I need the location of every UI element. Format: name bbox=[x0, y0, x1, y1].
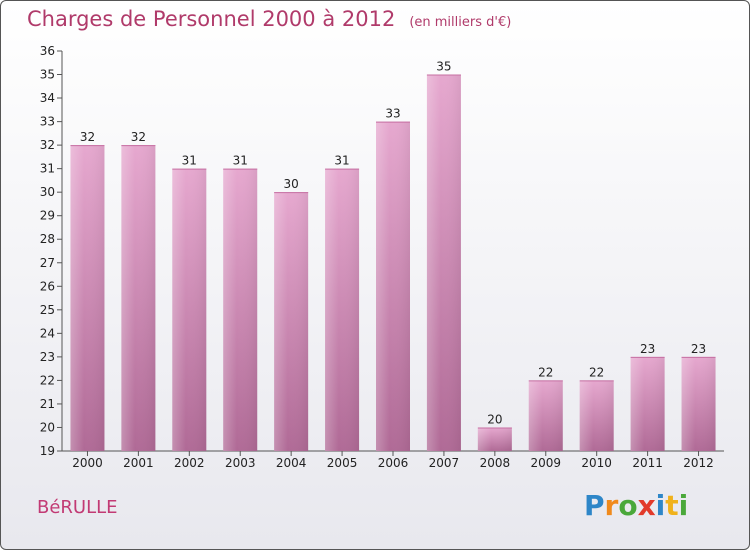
y-tick-label: 20 bbox=[40, 420, 55, 434]
chart-title: Charges de Personnel 2000 à 2012 (en mill… bbox=[27, 7, 511, 31]
bar-shine bbox=[274, 192, 309, 452]
bar-shine bbox=[70, 145, 105, 451]
axes: 19 20 21 22 23 24 25 26 27 28 29 30 31 32 33 34 35 36 2000… bbox=[40, 44, 724, 470]
y-tick-label: 31 bbox=[40, 162, 55, 176]
bar-shine bbox=[630, 356, 665, 451]
x-tick-label: 2004 bbox=[276, 456, 307, 470]
x-tick-label: 2001 bbox=[123, 456, 154, 470]
bar-shine bbox=[579, 380, 614, 451]
bar-shine bbox=[172, 168, 207, 451]
y-tick-label: 32 bbox=[40, 138, 55, 152]
logo-letter: r bbox=[604, 489, 619, 522]
logo-letter: o bbox=[618, 489, 638, 522]
chart-title-text: Charges de Personnel 2000 à 2012 bbox=[27, 7, 396, 31]
y-tick-label: 21 bbox=[40, 397, 55, 411]
logo-letter: i bbox=[655, 489, 666, 522]
data-label: 32 bbox=[80, 130, 95, 144]
logo-letter: P bbox=[584, 489, 605, 522]
proxiti-logo: Proxiti bbox=[584, 489, 688, 522]
logo-letter: x bbox=[637, 489, 656, 522]
bar-shine bbox=[477, 427, 512, 451]
data-label: 22 bbox=[538, 365, 553, 379]
data-label: 22 bbox=[589, 365, 604, 379]
x-tick-label: 2005 bbox=[327, 456, 358, 470]
y-tick-label: 22 bbox=[40, 373, 55, 387]
data-label: 32 bbox=[131, 130, 146, 144]
y-tick-label: 28 bbox=[40, 232, 55, 246]
data-label: 35 bbox=[436, 60, 451, 74]
data-label: 31 bbox=[182, 154, 197, 168]
x-tick-label: 2011 bbox=[632, 456, 663, 470]
data-label: 20 bbox=[487, 412, 502, 426]
y-tick-label: 26 bbox=[40, 279, 55, 293]
commune-name: BéRULLE bbox=[37, 497, 118, 518]
bar-shine bbox=[325, 168, 360, 451]
y-tick-label: 24 bbox=[40, 326, 55, 340]
bar-shine bbox=[426, 74, 461, 451]
y-tick-label: 29 bbox=[40, 209, 55, 223]
bars bbox=[70, 74, 716, 452]
y-tick-label: 27 bbox=[40, 256, 55, 270]
x-tick-label: 2000 bbox=[72, 456, 103, 470]
data-labels: 32 32 31 31 30 31 33 35 20 22 22 23 23 bbox=[80, 60, 706, 427]
data-label: 31 bbox=[233, 154, 248, 168]
y-tick-label: 25 bbox=[40, 303, 55, 317]
y-tick-label: 30 bbox=[40, 185, 55, 199]
x-tick-label: 2002 bbox=[174, 456, 205, 470]
x-tick-label: 2009 bbox=[530, 456, 561, 470]
data-label: 23 bbox=[691, 342, 706, 356]
y-tick-label: 33 bbox=[40, 115, 55, 129]
data-label: 31 bbox=[334, 154, 349, 168]
y-tick-label: 23 bbox=[40, 350, 55, 364]
y-tick-label: 35 bbox=[40, 68, 55, 82]
bar-shine bbox=[223, 168, 258, 451]
x-tick-label: 2006 bbox=[378, 456, 409, 470]
bar-shine bbox=[681, 356, 716, 451]
logo-letter: t bbox=[665, 489, 679, 522]
x-tick-label: 2008 bbox=[480, 456, 511, 470]
x-tick-label: 2007 bbox=[429, 456, 460, 470]
y-tick-label: 36 bbox=[40, 44, 55, 58]
y-tick-label: 19 bbox=[40, 444, 55, 458]
x-tick-label: 2010 bbox=[581, 456, 612, 470]
bar-shine bbox=[376, 121, 410, 452]
y-tick-label: 34 bbox=[40, 91, 55, 105]
logo-letter: i bbox=[678, 489, 689, 522]
data-label: 23 bbox=[640, 342, 655, 356]
data-label: 33 bbox=[385, 107, 400, 121]
chart-subtitle: (en milliers d'€) bbox=[409, 15, 512, 30]
bar-shine bbox=[528, 380, 563, 451]
x-tick-label: 2003 bbox=[225, 456, 256, 470]
bar-shine bbox=[121, 145, 156, 451]
x-tick-label: 2012 bbox=[683, 456, 714, 470]
data-label: 30 bbox=[284, 177, 299, 191]
